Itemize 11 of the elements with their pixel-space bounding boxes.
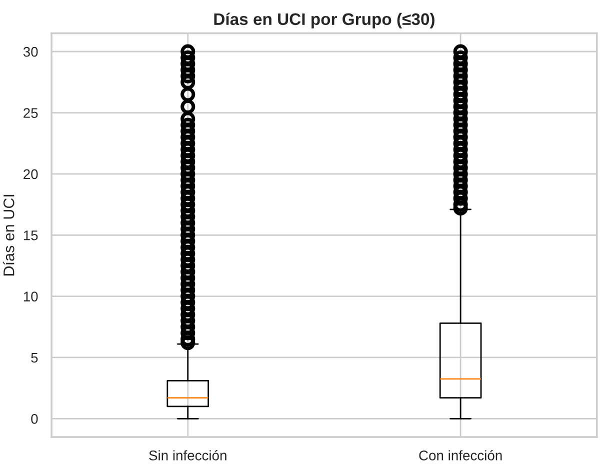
x-tick-label: Con infección bbox=[419, 450, 502, 460]
y-tick-label: 5 bbox=[31, 352, 38, 363]
y-tick-label: 30 bbox=[23, 46, 38, 57]
y-tick-label: 10 bbox=[24, 292, 38, 302]
y-tick-label: 20 bbox=[24, 169, 38, 180]
x-tick-label: Sin infección bbox=[149, 450, 226, 460]
y-tick-label: 15 bbox=[24, 230, 38, 240]
y-axis-title: Días en UCI bbox=[2, 194, 14, 276]
y-tick-label: 25 bbox=[24, 108, 38, 118]
chart-title: Días en UCI por Grupo (≤30) bbox=[214, 12, 434, 28]
y-tick-label: 0 bbox=[31, 414, 38, 424]
